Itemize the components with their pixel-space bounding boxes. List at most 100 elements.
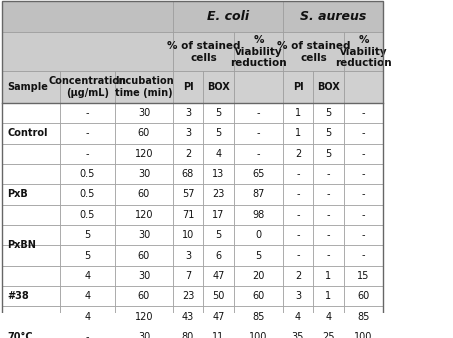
Bar	[2, 184, 60, 204]
Text: %
viability
reduction: % viability reduction	[335, 35, 392, 69]
Bar	[60, 71, 115, 103]
Text: -: -	[296, 169, 300, 179]
Text: -: -	[362, 250, 365, 261]
Bar	[2, 32, 173, 71]
Bar	[2, 144, 60, 164]
Bar	[283, 103, 313, 123]
Bar	[2, 103, 60, 164]
Text: % of stained
cells: % of stained cells	[167, 41, 240, 63]
Bar	[173, 71, 203, 103]
Text: -: -	[327, 210, 330, 220]
Bar	[344, 327, 383, 338]
Text: -: -	[327, 230, 330, 240]
Bar	[203, 123, 234, 144]
Bar	[203, 71, 234, 103]
Bar	[115, 144, 173, 164]
Bar	[283, 286, 313, 307]
Bar	[115, 286, 173, 307]
Bar	[2, 1, 383, 338]
Text: 30: 30	[138, 230, 150, 240]
Bar	[2, 184, 60, 204]
Text: 17: 17	[212, 210, 225, 220]
Bar	[283, 184, 313, 204]
Bar	[203, 204, 234, 225]
Bar	[344, 266, 383, 286]
Text: -: -	[296, 230, 300, 240]
Bar	[283, 144, 313, 164]
Text: Control: Control	[7, 128, 48, 138]
Bar	[234, 144, 283, 164]
Text: #38: #38	[7, 291, 29, 301]
Text: 50: 50	[212, 291, 225, 301]
Text: 35: 35	[292, 332, 304, 338]
Text: -: -	[362, 108, 365, 118]
Text: 5: 5	[325, 108, 332, 118]
Text: -: -	[362, 190, 365, 199]
Bar	[2, 144, 60, 164]
Text: 60: 60	[138, 128, 150, 138]
Text: -: -	[86, 108, 89, 118]
Bar	[173, 225, 203, 245]
Bar	[115, 225, 173, 245]
Bar	[344, 286, 383, 307]
Text: 1: 1	[295, 108, 301, 118]
Bar	[115, 123, 173, 144]
Text: 0.5: 0.5	[80, 210, 95, 220]
Bar	[203, 327, 234, 338]
Bar	[2, 1, 173, 32]
Bar	[283, 204, 313, 225]
Bar	[173, 266, 203, 286]
Text: 85: 85	[357, 312, 370, 322]
Bar	[2, 307, 60, 327]
Bar	[344, 245, 383, 266]
Text: 47: 47	[212, 312, 225, 322]
Text: 23: 23	[182, 291, 194, 301]
Bar	[344, 123, 383, 144]
Text: 6: 6	[216, 250, 222, 261]
Bar	[60, 307, 115, 327]
Text: 30: 30	[138, 332, 150, 338]
Bar	[313, 71, 344, 103]
Text: 5: 5	[84, 250, 91, 261]
Bar	[2, 307, 60, 327]
Bar	[283, 245, 313, 266]
Bar	[203, 245, 234, 266]
Bar	[313, 245, 344, 266]
Bar	[313, 144, 344, 164]
Bar	[344, 184, 383, 204]
Bar	[234, 32, 283, 71]
Text: 0: 0	[255, 230, 261, 240]
Bar	[2, 266, 60, 327]
Bar	[234, 71, 283, 103]
Text: 71: 71	[182, 210, 194, 220]
Bar	[2, 204, 60, 225]
Bar	[234, 307, 283, 327]
Text: -: -	[327, 250, 330, 261]
Bar	[173, 327, 203, 338]
Bar	[313, 307, 344, 327]
Bar	[173, 245, 203, 266]
Text: 5: 5	[215, 230, 222, 240]
Bar	[115, 307, 173, 327]
Text: 10: 10	[182, 230, 194, 240]
Text: 68: 68	[182, 169, 194, 179]
Text: -: -	[296, 210, 300, 220]
Bar	[115, 164, 173, 184]
Bar	[60, 144, 115, 164]
Bar	[173, 184, 203, 204]
Text: 2: 2	[295, 271, 301, 281]
Text: -: -	[296, 250, 300, 261]
Bar	[234, 225, 283, 245]
Bar	[344, 204, 383, 225]
Text: -: -	[362, 149, 365, 159]
Bar	[234, 327, 283, 338]
Bar	[344, 103, 383, 123]
Bar	[313, 123, 344, 144]
Text: 85: 85	[252, 312, 265, 322]
Text: E. coli: E. coli	[207, 10, 249, 23]
Text: 30: 30	[138, 169, 150, 179]
Text: 3: 3	[295, 291, 301, 301]
Bar	[60, 184, 115, 204]
Text: -: -	[86, 149, 89, 159]
Bar	[115, 71, 173, 103]
